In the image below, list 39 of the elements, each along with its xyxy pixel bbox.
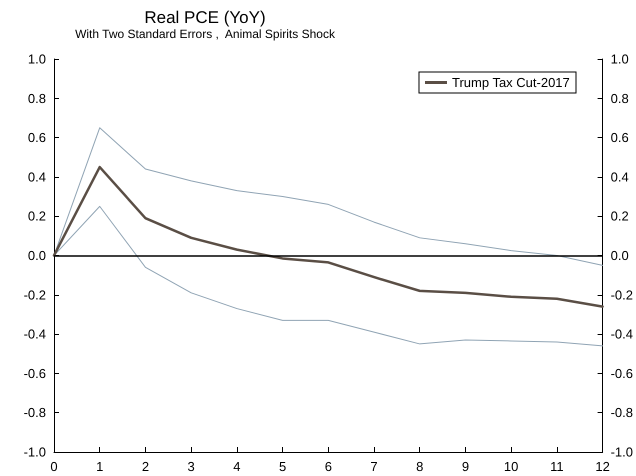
y-tick-label: 0.2 [28, 208, 46, 224]
x-tick-label: 1 [96, 459, 104, 474]
y-tick-label: -0.8 [24, 405, 46, 420]
y2-tick-label: 0.8 [610, 90, 629, 106]
y2-tick-label: -0.2 [610, 287, 634, 302]
x-tick-label: 0 [50, 459, 58, 474]
x-tick-label: 2 [142, 459, 150, 474]
y-tick-label: -1.0 [24, 444, 46, 460]
y2-tick-label: -0.4 [610, 326, 634, 342]
x-tick-label: 9 [462, 459, 470, 474]
y2-tick-label: -1.0 [610, 444, 634, 460]
legend-label: Trump Tax Cut-2017 [452, 75, 570, 90]
y-tick-label: 0.0 [28, 248, 46, 263]
y-tick-label: 0.4 [28, 169, 46, 184]
x-tick-label: 10 [504, 459, 518, 474]
x-tick-label: 6 [324, 459, 332, 474]
line-series [52, 166, 604, 308]
y2-tick-label: -0.8 [610, 405, 634, 420]
y-tick-label: -0.2 [24, 287, 46, 302]
y2-tick-label: 0.0 [610, 248, 629, 263]
x-tick-label: 4 [233, 459, 240, 474]
x-tick-label: 5 [278, 459, 286, 474]
x-tick-label: 12 [595, 459, 610, 474]
y2-tick-label: -0.6 [610, 366, 634, 381]
x-tick-label: 8 [416, 459, 424, 474]
y-tick-label: -0.6 [24, 366, 46, 381]
y-tick-label: 0.8 [28, 90, 46, 106]
y2-tick-label: 1.0 [610, 52, 629, 66]
y2-tick-label: 0.4 [610, 169, 629, 184]
y-tick-label: -0.4 [24, 326, 46, 342]
y-tick-label: 0.6 [28, 130, 46, 146]
y-tick-label: 1.0 [28, 52, 46, 66]
x-tick-label: 3 [188, 459, 195, 474]
chart-subtitle: With Two Standard Errors , Animal Spirits Shock [75, 27, 336, 41]
y2-tick-label: 0.2 [610, 208, 629, 224]
chart-title: Real PCE (YoY) [144, 8, 266, 27]
x-tick-label: 7 [370, 459, 378, 474]
x-tick-label: 11 [550, 459, 564, 474]
y2-tick-label: 0.6 [610, 130, 629, 146]
